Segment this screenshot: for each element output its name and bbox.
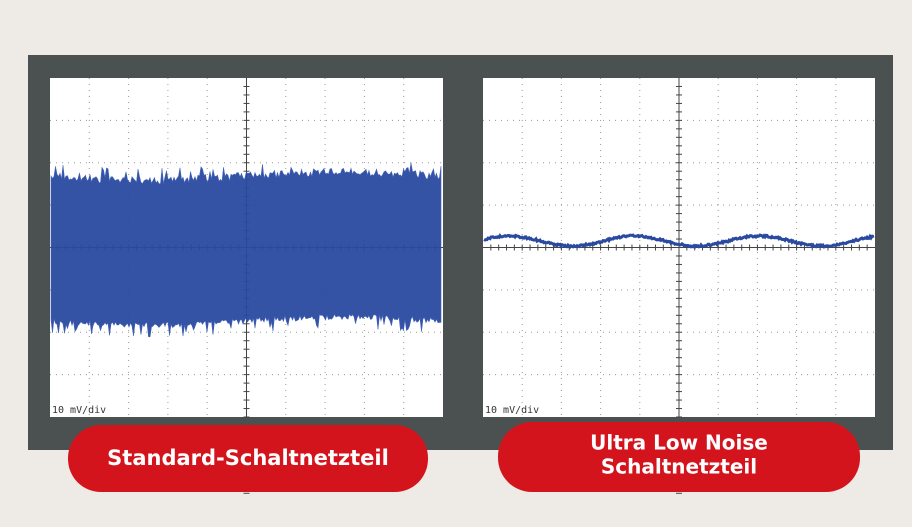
scale-label: 10 mV/div (485, 405, 539, 416)
scale-label: 10 mV/div (52, 405, 106, 416)
scene: 10 mV/div 10 mV/div Standard-Schaltnetzt… (0, 0, 912, 527)
pill-label: Ultra Low Noise (590, 431, 768, 455)
pill-label: Schaltnetzteil (601, 455, 757, 479)
noise-band (51, 163, 441, 337)
page: 10 mV/div 10 mV/div Standard-Schaltnetzt… (0, 0, 912, 527)
pill-label: Standard-Schaltnetzteil (107, 446, 389, 470)
